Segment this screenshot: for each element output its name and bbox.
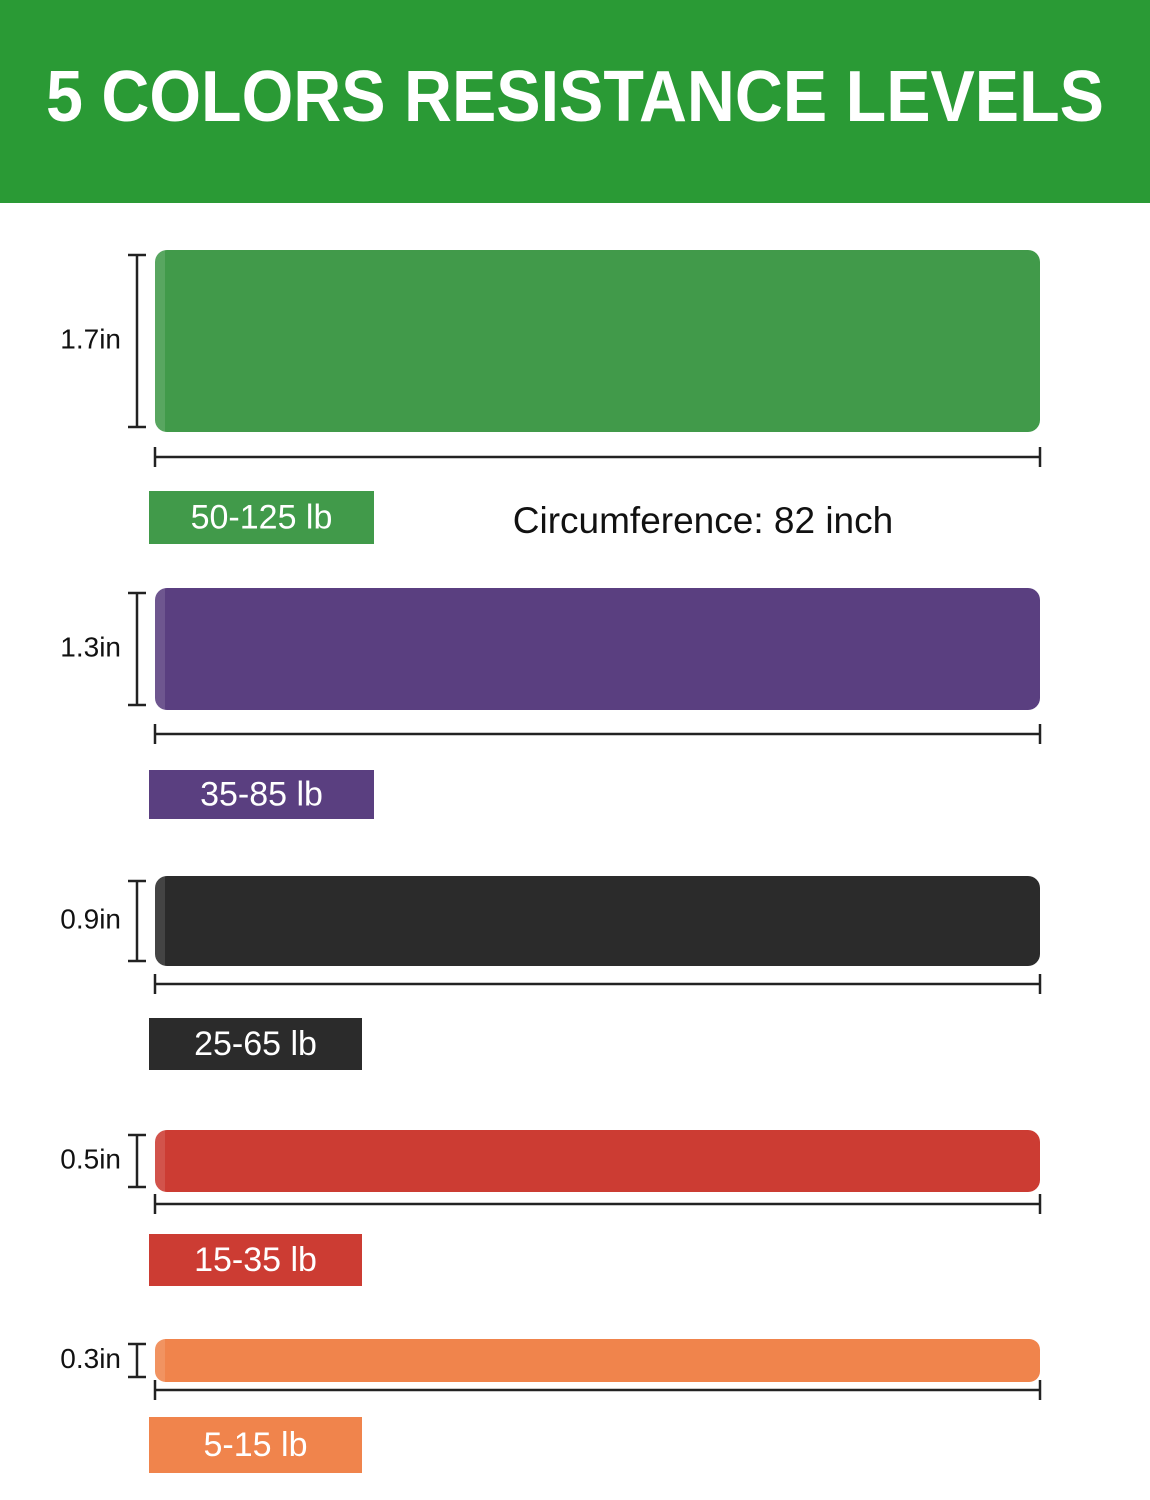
band-width-label: 1.7in	[60, 323, 121, 354]
band-shine	[155, 1130, 165, 1192]
band-width-label: 0.9in	[60, 903, 121, 934]
resistance-label: 5-15 lb	[204, 1426, 308, 1464]
header-banner	[0, 0, 1150, 203]
resistance-label: 15-35 lb	[194, 1241, 317, 1279]
band-width-label: 1.3in	[60, 631, 121, 662]
resistance-label: 35-85 lb	[200, 775, 323, 813]
band-shine	[155, 250, 165, 432]
band-shine	[155, 588, 165, 710]
band-shine	[155, 1339, 165, 1382]
resistance-box	[149, 1417, 362, 1473]
resistance-band	[155, 588, 1040, 710]
resistance-label: 50-125 lb	[191, 498, 333, 536]
band-width-label: 0.5in	[60, 1143, 121, 1174]
resistance-label: 25-65 lb	[194, 1025, 317, 1063]
resistance-band	[155, 250, 1040, 432]
resistance-box	[149, 770, 374, 819]
resistance-band	[155, 876, 1040, 966]
header-title: 5 COLORS RESISTANCE LEVELS	[46, 57, 1104, 137]
resistance-band	[155, 1130, 1040, 1192]
circumference-label: Circumference: 82 inch	[513, 500, 893, 541]
resistance-band	[155, 1339, 1040, 1382]
resistance-box	[149, 1234, 362, 1286]
band-width-label: 0.3in	[60, 1343, 121, 1374]
band-shine	[155, 876, 165, 966]
resistance-box	[149, 491, 374, 544]
resistance-box	[149, 1018, 362, 1070]
